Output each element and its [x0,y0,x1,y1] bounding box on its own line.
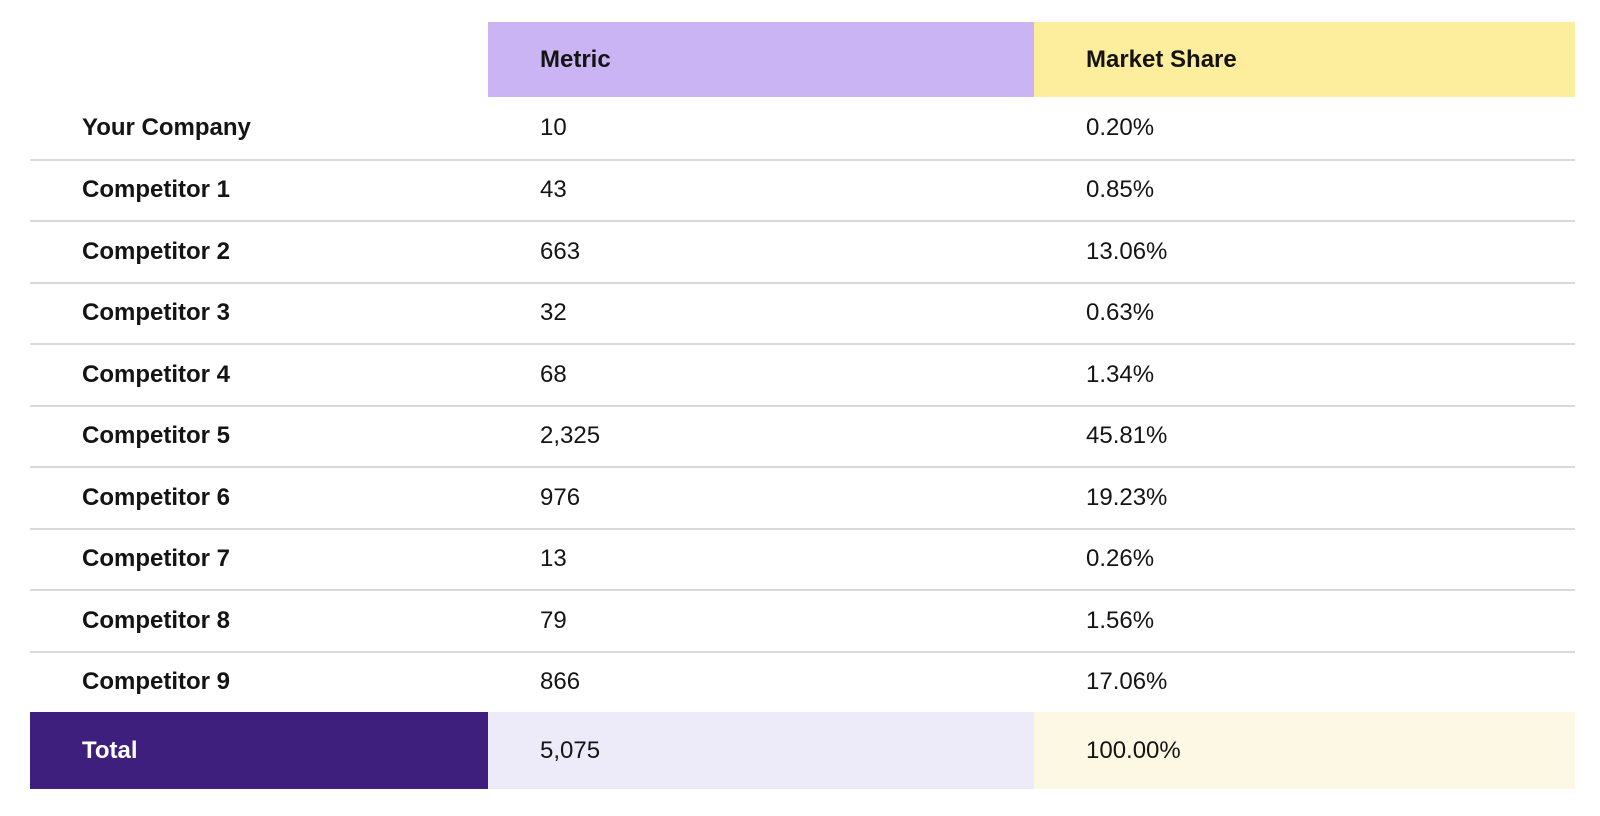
row-label: Competitor 3 [82,299,231,327]
market-share-value: 1.56% [1086,606,1155,634]
metric-value: 32 [540,299,567,327]
market-share-value: 1.34% [1086,360,1155,388]
metric-value: 10 [540,113,567,141]
row-label: Competitor 6 [82,483,231,511]
metric-value: 2,325 [540,422,601,450]
total-row-label: Total [30,712,488,789]
metric-value: 79 [540,606,567,634]
row-label: Competitor 1 [82,176,231,204]
market-share-value: 45.81% [1086,422,1168,450]
column-header-metric: Metric [488,22,1034,97]
market-share-value: 19.23% [1086,483,1168,511]
header-spacer-cell [30,22,488,97]
total-market-share-value: 100.00% [1034,712,1575,789]
metric-value: 976 [540,483,581,511]
column-header-market-share: Market Share [1034,22,1575,97]
market-share-value: 13.06% [1086,237,1168,265]
table-row: Competitor 1 43 0.85% [30,158,1575,221]
market-share-value: 0.20% [1086,113,1155,141]
metric-value: 13 [540,545,567,573]
row-label: Competitor 9 [82,668,231,696]
table-total-row: Total 5,075 100.00% [30,712,1575,789]
table-row: Competitor 7 13 0.26% [30,527,1575,590]
table-body: Your Company 10 0.20% Competitor 1 43 0.85% Co… [30,97,1575,712]
table-row: Your Company 10 0.20% [30,97,1575,159]
row-label: Competitor 7 [82,545,231,573]
metric-value: 866 [540,668,581,696]
market-share-value: 0.26% [1086,545,1155,573]
market-share-value: 0.85% [1086,176,1155,204]
metric-value: 663 [540,237,581,265]
table-row: Competitor 6 976 19.23% [30,466,1575,528]
row-label: Your Company [82,113,251,141]
row-label: Competitor 8 [82,606,231,634]
market-share-table: Metric Market Share Your Company 10 0.20% C… [30,22,1575,789]
table-row: Competitor 8 79 1.56% [30,589,1575,651]
table-row: Competitor 5 2,325 45.81% [30,404,1575,467]
row-label: Competitor 2 [82,237,231,265]
total-metric-value: 5,075 [488,712,1034,789]
market-share-value: 17.06% [1086,668,1168,696]
table-header-row: Metric Market Share [30,22,1575,97]
metric-value: 43 [540,176,567,204]
table-row: Competitor 4 68 1.34% [30,343,1575,405]
row-label: Competitor 5 [82,422,231,450]
market-share-value: 0.63% [1086,299,1155,327]
table-row: Competitor 9 866 17.06% [30,650,1575,713]
table-row: Competitor 3 32 0.63% [30,281,1575,344]
metric-value: 68 [540,360,567,388]
row-label: Competitor 4 [82,360,231,388]
table-row: Competitor 2 663 13.06% [30,220,1575,282]
